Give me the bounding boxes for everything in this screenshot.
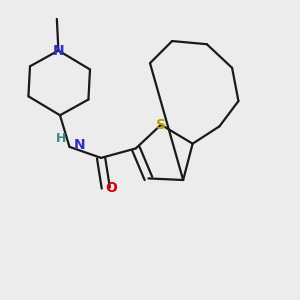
Text: O: O [106, 181, 117, 195]
Text: N: N [74, 138, 85, 152]
Text: S: S [156, 118, 166, 132]
Text: H: H [56, 132, 66, 146]
Text: N: N [52, 44, 64, 58]
